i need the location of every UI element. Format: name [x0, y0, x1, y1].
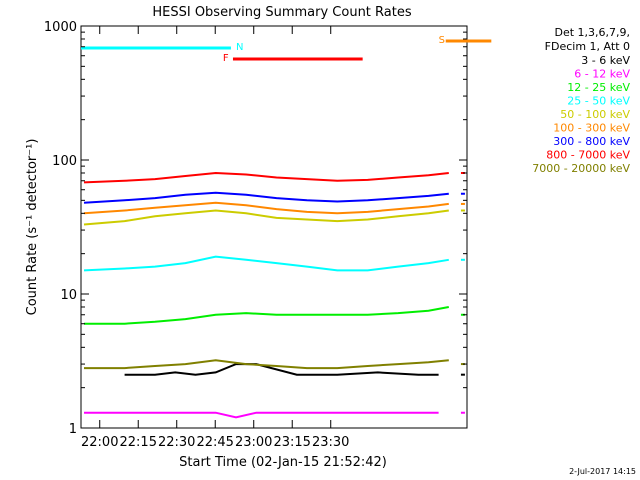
x-tick-label: 22:15	[120, 435, 157, 450]
legend-entry: 100 - 300 keV	[553, 122, 630, 135]
legend: Det 1,3,6,7,9,FDecim 1, Att 03 - 6 keV6 …	[532, 26, 630, 175]
x-tick-label: 22:45	[196, 435, 233, 450]
legend-entry: 3 - 6 keV	[581, 54, 630, 67]
legend-header: Det 1,3,6,7,9,	[554, 26, 630, 39]
chart-title: HESSI Observing Summary Count Rates	[152, 5, 411, 20]
series-line	[83, 171, 449, 184]
series-line	[83, 201, 449, 215]
legend-entry: 6 - 12 keV	[574, 68, 630, 81]
x-tick-label: 23:30	[312, 435, 349, 450]
legend-entry: 7000 - 20000 keV	[532, 162, 630, 175]
x-tick-label: 22:30	[158, 435, 195, 450]
legend-entry: 800 - 7000 keV	[546, 149, 630, 162]
flag-label: S	[439, 35, 445, 46]
y-tick-label: 1000	[44, 20, 77, 35]
flag-label: F	[223, 53, 229, 64]
legend-entry: 300 - 800 keV	[553, 135, 630, 148]
flag-layer: NF S	[81, 35, 492, 64]
y-tick-label: 10	[60, 288, 77, 303]
flag-label: N	[236, 42, 243, 53]
series-line	[84, 411, 439, 419]
x-tick-label: 23:00	[235, 435, 272, 450]
x-tick-label: 23:15	[273, 435, 310, 450]
footer-date: 2-Jul-2017 14:15	[569, 467, 636, 476]
legend-entry: 12 - 25 keV	[567, 81, 630, 94]
series-line	[84, 359, 449, 370]
plot-frame	[80, 25, 468, 429]
y-axis-label: Count Rate (s⁻¹ detector⁻¹)	[25, 139, 40, 316]
axis-layer: 22:00 22:15 22:30 22:45 23:00 23:15 23:30 1 10 10…	[44, 20, 467, 450]
legend-entry: 25 - 50 keV	[567, 95, 630, 108]
legend-header: FDecim 1, Att 0	[545, 40, 630, 53]
series-line	[83, 209, 449, 226]
y-tick-label: 1	[69, 422, 77, 437]
legend-entry: 50 - 100 keV	[560, 108, 630, 121]
series-line	[83, 255, 449, 272]
x-tick-label: 22:00	[81, 435, 118, 450]
y-tick-label: 100	[52, 154, 77, 169]
series-line	[84, 306, 449, 325]
x-axis-label: Start Time (02-Jan-15 21:52:42)	[179, 455, 387, 470]
series-line	[83, 191, 449, 204]
series-layer	[83, 171, 465, 419]
